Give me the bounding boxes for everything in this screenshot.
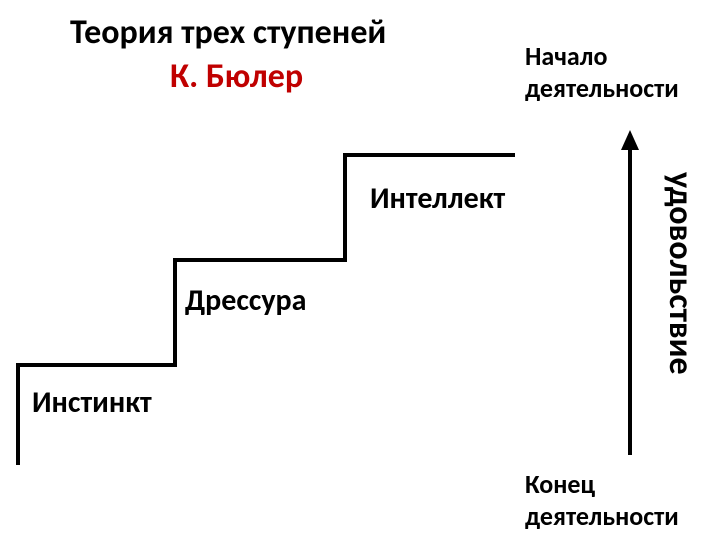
arrow-up: [0, 0, 720, 540]
arrow-head: [621, 130, 639, 150]
